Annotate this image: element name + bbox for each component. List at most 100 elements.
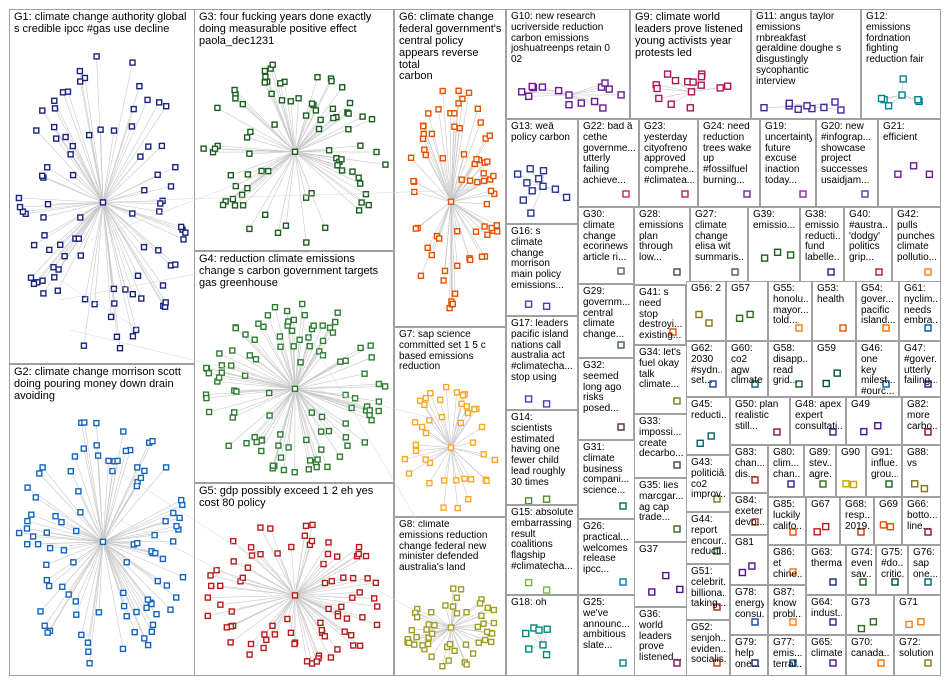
node[interactable]: [441, 477, 448, 484]
node[interactable]: [373, 148, 380, 156]
node[interactable]: [480, 170, 487, 177]
node[interactable]: [219, 201, 227, 209]
node[interactable]: [315, 125, 323, 133]
node[interactable]: [261, 67, 269, 75]
node[interactable]: [525, 645, 533, 653]
node[interactable]: [318, 626, 326, 634]
node[interactable]: [925, 170, 934, 178]
node[interactable]: [328, 77, 335, 85]
node[interactable]: [134, 272, 142, 279]
node[interactable]: [349, 642, 357, 649]
node[interactable]: [217, 601, 224, 608]
node[interactable]: [46, 246, 53, 254]
node[interactable]: [431, 621, 438, 629]
node[interactable]: [246, 651, 253, 658]
node[interactable]: [465, 89, 473, 97]
node[interactable]: [258, 447, 265, 455]
node[interactable]: [51, 274, 58, 281]
node[interactable]: [156, 208, 163, 215]
node[interactable]: [713, 603, 721, 611]
node[interactable]: [44, 200, 52, 208]
node[interactable]: [64, 88, 72, 95]
node[interactable]: [267, 525, 274, 532]
node[interactable]: [412, 225, 419, 232]
node[interactable]: [751, 618, 759, 626]
node[interactable]: [924, 380, 932, 388]
node[interactable]: [282, 222, 290, 229]
node[interactable]: [172, 594, 180, 601]
node[interactable]: [211, 145, 219, 152]
node[interactable]: [244, 171, 252, 178]
node[interactable]: [453, 477, 460, 484]
node[interactable]: [457, 586, 465, 593]
node[interactable]: [329, 105, 337, 113]
node[interactable]: [381, 383, 389, 390]
node[interactable]: [428, 608, 435, 616]
node[interactable]: [268, 90, 275, 98]
node[interactable]: [141, 186, 148, 194]
node[interactable]: [200, 145, 207, 152]
node[interactable]: [705, 319, 713, 327]
node[interactable]: [382, 161, 389, 168]
node[interactable]: [232, 182, 239, 190]
node[interactable]: [277, 431, 284, 438]
node[interactable]: [141, 467, 148, 475]
node[interactable]: [751, 476, 759, 484]
node[interactable]: [313, 463, 320, 471]
node[interactable]: [109, 467, 116, 475]
node[interactable]: [91, 301, 98, 308]
node[interactable]: [857, 528, 865, 536]
node[interactable]: [920, 484, 929, 493]
node[interactable]: [218, 362, 225, 369]
node[interactable]: [577, 99, 586, 107]
node[interactable]: [122, 447, 130, 455]
node[interactable]: [437, 396, 444, 404]
node[interactable]: [542, 651, 551, 659]
node[interactable]: [707, 432, 715, 440]
node[interactable]: [342, 434, 350, 441]
node[interactable]: [795, 324, 803, 332]
node[interactable]: [362, 190, 370, 198]
node[interactable]: [924, 659, 932, 667]
node[interactable]: [69, 142, 76, 150]
node[interactable]: [302, 522, 310, 530]
node[interactable]: [265, 389, 273, 397]
node[interactable]: [914, 95, 922, 104]
node[interactable]: [203, 394, 210, 402]
node[interactable]: [148, 628, 156, 635]
node[interactable]: [924, 528, 932, 536]
node[interactable]: [822, 379, 830, 388]
node[interactable]: [75, 235, 83, 242]
node[interactable]: [145, 143, 152, 150]
node[interactable]: [277, 454, 285, 461]
node[interactable]: [54, 287, 61, 294]
node[interactable]: [263, 636, 270, 644]
node[interactable]: [232, 95, 239, 102]
node[interactable]: [746, 310, 754, 319]
node[interactable]: [673, 525, 681, 533]
node[interactable]: [450, 585, 457, 592]
node[interactable]: [172, 163, 179, 171]
node[interactable]: [361, 439, 369, 446]
node[interactable]: [480, 620, 487, 627]
node[interactable]: [617, 341, 625, 349]
node[interactable]: [524, 395, 533, 403]
node[interactable]: [475, 639, 483, 646]
node[interactable]: [258, 167, 265, 175]
node[interactable]: [617, 91, 625, 99]
node[interactable]: [861, 190, 869, 198]
node[interactable]: [45, 582, 53, 590]
node[interactable]: [134, 464, 141, 471]
node[interactable]: [905, 620, 913, 629]
node[interactable]: [228, 608, 235, 615]
node[interactable]: [562, 193, 571, 202]
node[interactable]: [735, 314, 744, 322]
node[interactable]: [291, 592, 299, 599]
node[interactable]: [305, 334, 312, 341]
node[interactable]: [23, 540, 31, 548]
node[interactable]: [310, 322, 317, 329]
node[interactable]: [414, 613, 421, 621]
node[interactable]: [230, 537, 237, 545]
node[interactable]: [77, 252, 85, 259]
node[interactable]: [44, 629, 51, 636]
